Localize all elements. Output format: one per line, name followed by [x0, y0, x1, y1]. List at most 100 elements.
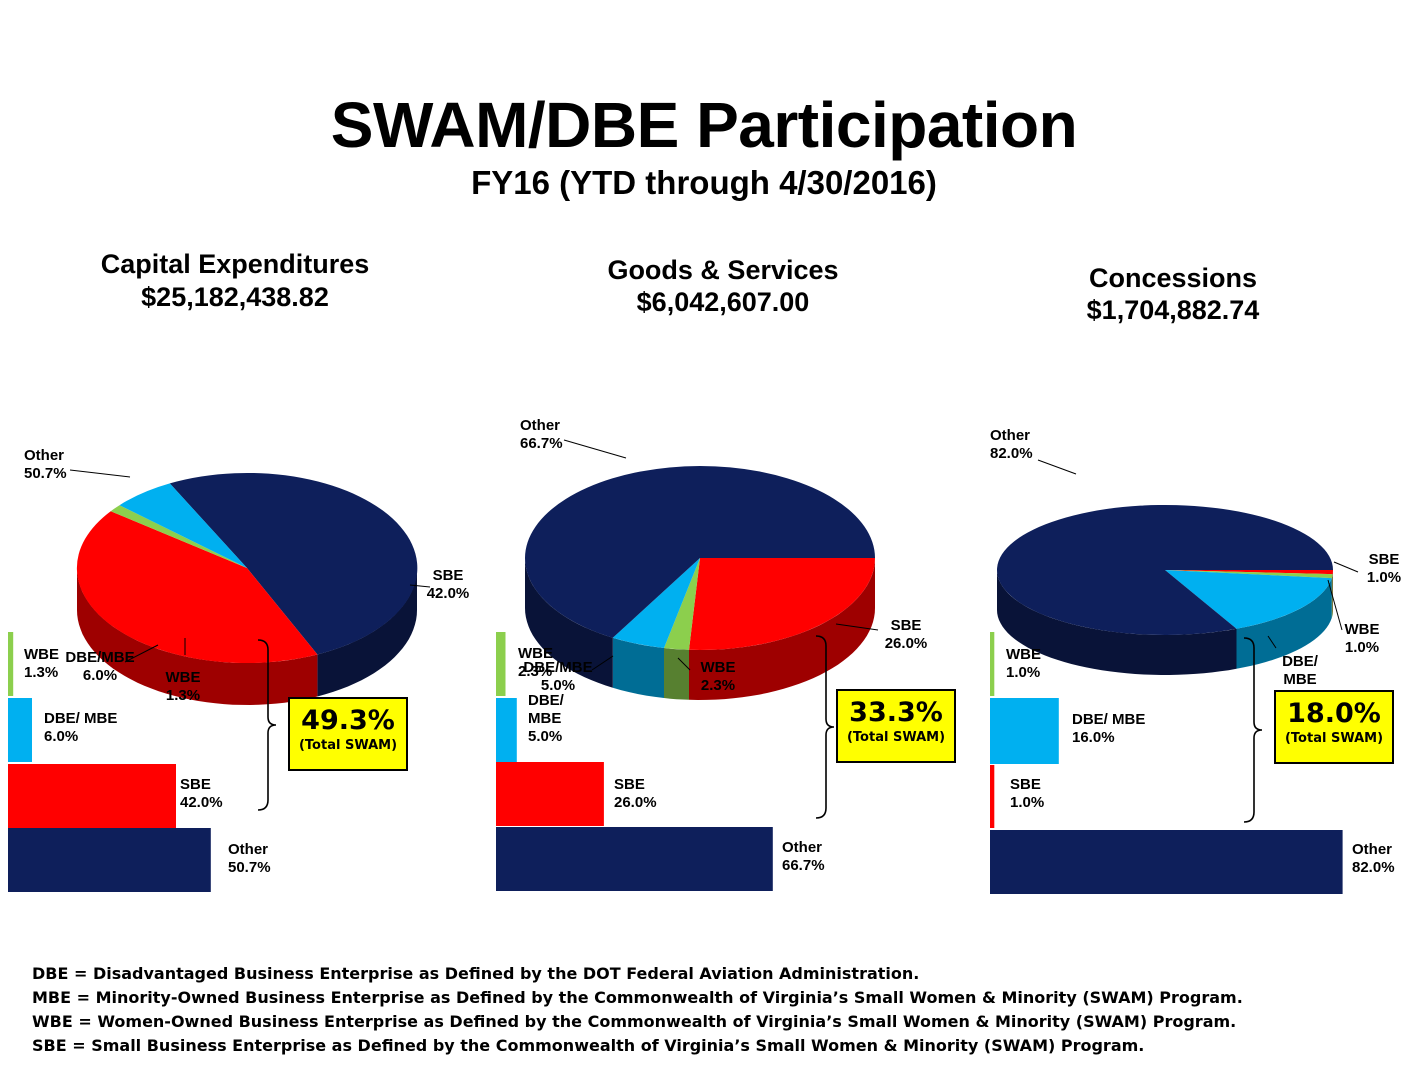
bar-wbe: [496, 632, 506, 696]
chart-panel-concessions: Concessions $1,704,882.74 SBE 1.0% WBE 1.0%…: [938, 240, 1408, 910]
page-title: SWAM/DBE Participation: [330, 89, 1078, 161]
leader-line: [69, 469, 131, 478]
total-swam-label: (Total SWAM): [1284, 731, 1384, 746]
bar-wbe: [8, 632, 14, 696]
pie-label-name: SBE: [433, 567, 464, 584]
pie-label-name: WBE: [1345, 621, 1380, 638]
pie-slice-other: [169, 472, 418, 655]
bar-other: [8, 828, 211, 892]
pie-side-dbe-mbe: [1236, 578, 1332, 669]
bar-wbe: [990, 632, 995, 696]
pie-label-value: 1.3%: [166, 687, 200, 704]
pie-label-name: WBE: [166, 669, 201, 686]
pie-label-value: 5.0%: [541, 677, 575, 694]
pie-label-value: 1.0%: [1345, 639, 1379, 656]
pie-slice-wbe: [110, 505, 247, 568]
pie-side-wbe: [664, 648, 689, 700]
bar-label-value: 1.0%: [1006, 664, 1040, 681]
chart-title: Capital Expenditures: [100, 249, 370, 279]
bar-label-name: WBE: [518, 645, 553, 662]
bar-label-value: 50.7%: [228, 859, 271, 876]
bar-dbe-mbe: [8, 698, 32, 762]
pie-side-other: [317, 568, 417, 697]
pie-slice-dbe-mbe: [612, 558, 700, 648]
bar-label-name: SBE: [180, 776, 211, 793]
pie-side-sbe: [689, 558, 875, 700]
footnote-wbe: WBE = Women-Owned Business Enterprise as…: [32, 1012, 1237, 1031]
pie-label-name: SBE: [1369, 551, 1400, 568]
chart-amount: $1,704,882.74: [1086, 295, 1260, 325]
bar-label-name: WBE: [24, 646, 59, 663]
bar-dbe-mbe: [496, 698, 517, 762]
swam-bracket: [1243, 637, 1263, 823]
bar-label-value: 26.0%: [614, 794, 657, 811]
swam-bracket: [257, 639, 277, 811]
pie-label-name: WBE: [701, 659, 736, 676]
bar-label-value: 1.3%: [24, 664, 58, 681]
bar-label-value: 1.0%: [1010, 794, 1044, 811]
bar-sbe: [8, 764, 176, 828]
pie-label-value: 50.7%: [24, 465, 67, 482]
footnote-sbe: SBE = Small Business Enterprise as Defin…: [32, 1036, 1145, 1055]
bar-label-value: 66.7%: [782, 857, 825, 874]
bar-label-name: Other: [782, 839, 822, 856]
bar-label-name: WBE: [1006, 646, 1041, 663]
pie-side-dbe-mbe: [612, 637, 664, 698]
leader-line: [835, 623, 879, 631]
pie-side-sbe: [77, 568, 318, 705]
leader-line: [1267, 635, 1277, 649]
pie-label-name: DBE/MBE: [65, 649, 134, 666]
bar-label-value: 6.0%: [44, 728, 78, 745]
bar-label-value: 16.0%: [1072, 729, 1115, 746]
leader-line: [1327, 579, 1343, 631]
total-swam-pct: 33.3%: [849, 697, 943, 728]
bar-label-name: DBE/: [528, 692, 565, 709]
pie-label-value: 2.3%: [701, 677, 735, 694]
pie-label-value: 42.0%: [427, 585, 470, 602]
bar-other: [990, 830, 1343, 894]
bar-label-name: Other: [228, 841, 268, 858]
bar-label-value: 5.0%: [528, 728, 562, 745]
leader-line: [124, 644, 159, 663]
leader-line: [409, 584, 431, 588]
pie-label-value: 6.0%: [83, 667, 117, 684]
chart-amount: $6,042,607.00: [636, 287, 810, 317]
pie-side-other: [997, 570, 1237, 675]
bar-label-name: DBE/ MBE: [44, 710, 117, 727]
bar-label-name: DBE/ MBE: [1072, 711, 1145, 728]
bar-label-value: 82.0%: [1352, 859, 1395, 876]
bar-dbe-mbe: [990, 698, 1059, 764]
leader-line: [1037, 459, 1077, 475]
pie-label-value: 66.7%: [520, 435, 563, 452]
chart-title: Goods & Services: [607, 255, 839, 285]
pie-slice-other: [525, 466, 875, 638]
total-swam-pct: 49.3%: [301, 705, 395, 736]
pie-slice-sbe: [689, 558, 875, 650]
chart-panel-capital: Capital Expenditures $25,182,438.82 Othe…: [0, 240, 470, 910]
pie-slice-wbe: [664, 558, 700, 650]
total-swam-box: 49.3% (Total SWAM): [288, 697, 408, 771]
footnote-dbe: DBE = Disadvantaged Business Enterprise …: [32, 964, 920, 983]
bar-label-value: 42.0%: [180, 794, 223, 811]
pie-side-other: [525, 558, 613, 688]
bar-label-name: SBE: [614, 776, 645, 793]
leader-line: [591, 655, 614, 671]
pie-slice-sbe: [1165, 570, 1334, 575]
pie-label-name: SBE: [891, 617, 922, 634]
chart-title: Concessions: [1088, 263, 1258, 293]
chart-panel-goods: Goods & Services $6,042,607.00 SBE 26.0% W…: [488, 240, 958, 910]
bar-sbe: [990, 765, 995, 828]
bar-label-name: MBE: [528, 710, 561, 727]
total-swam-label: (Total SWAM): [846, 730, 946, 745]
pie-label-value: 26.0%: [885, 635, 928, 652]
bar-label-name: SBE: [1010, 776, 1041, 793]
pie-label-name: DBE/MBE: [523, 659, 592, 676]
leader-line: [1333, 561, 1359, 573]
pie-label-name: DBE/: [1282, 653, 1319, 670]
